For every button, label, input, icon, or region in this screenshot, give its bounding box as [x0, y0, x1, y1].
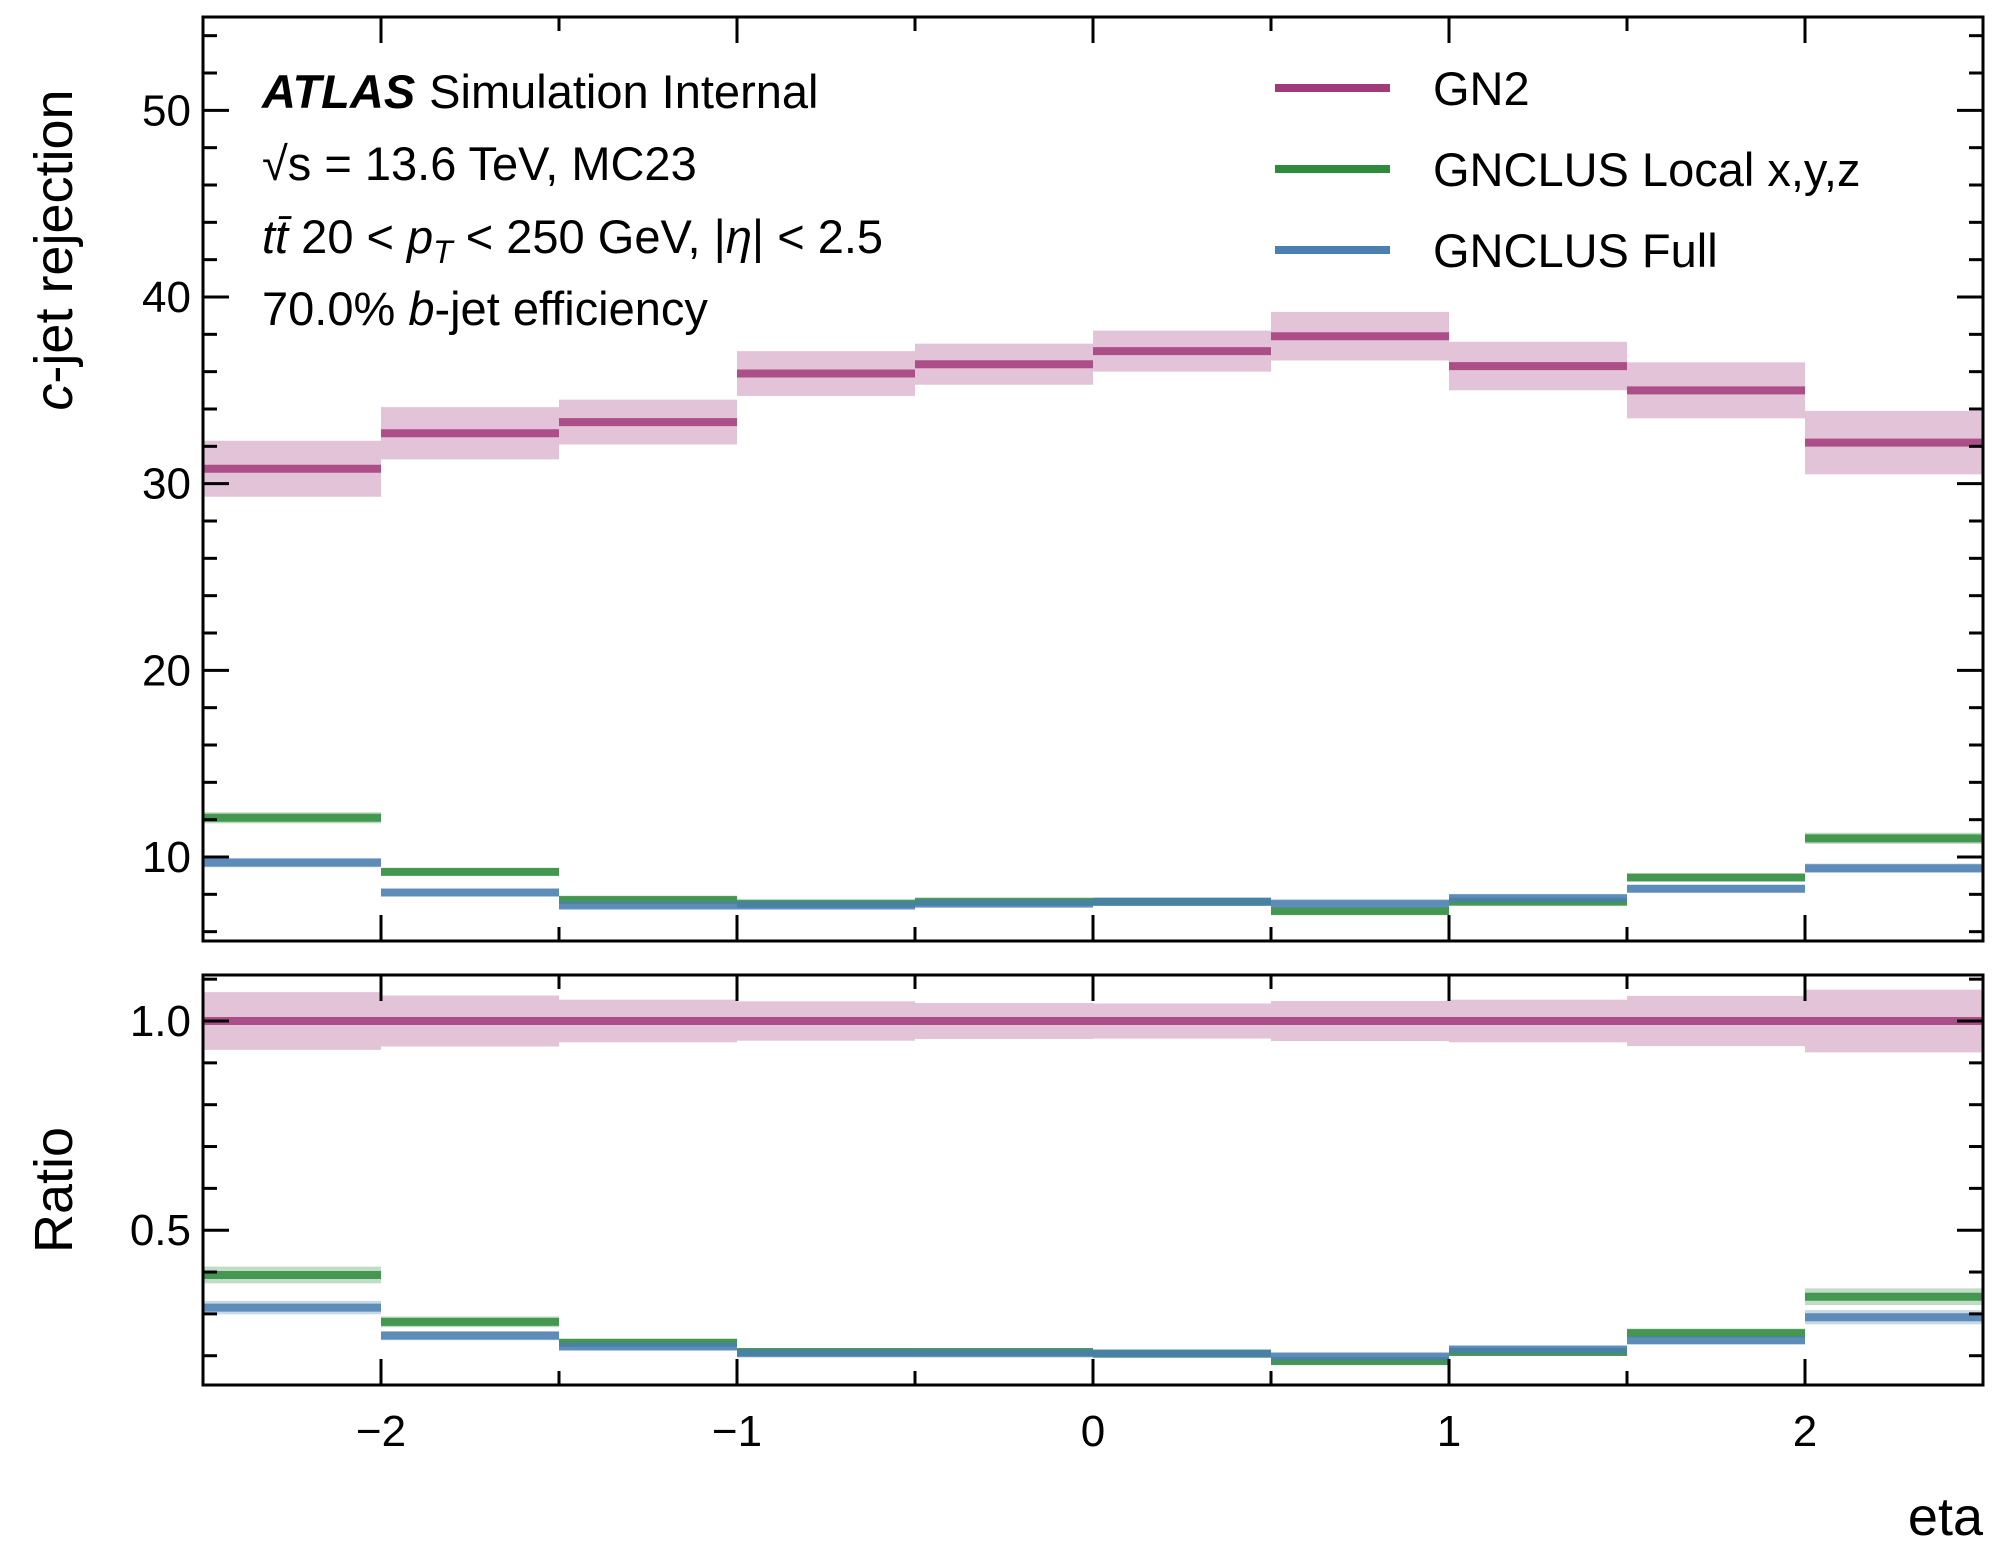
top-ytick-label: 20 — [142, 646, 191, 695]
legend-label: GNCLUS Full — [1433, 224, 1718, 277]
pt-range-a: 20 < — [288, 210, 407, 263]
top-plot-frame — [201, 15, 1985, 943]
b-jet-italic: b — [408, 282, 434, 335]
bottom-panel: 0.5 1.0 −2 −1 0 1 2 Ratio eta — [24, 973, 1985, 1547]
top-y-axis-label: c-jet rejection — [24, 89, 84, 410]
atlas-label: ATLAS — [261, 65, 415, 118]
top-y-axis-label-rest: -jet rejection — [24, 89, 84, 383]
sqrt-s: √s — [262, 137, 311, 190]
bottom-axis-ticks — [201, 975, 1985, 1385]
x-tick-label: 2 — [1793, 1407, 1817, 1456]
bottom-y-axis-label: Ratio — [24, 1127, 84, 1253]
top-y-tick-labels: 10 20 30 40 50 — [142, 86, 191, 882]
efficiency-rest: -jet efficiency — [434, 282, 708, 335]
efficiency-value: 70.0% — [262, 282, 408, 335]
x-axis-label: eta — [1908, 1487, 1984, 1547]
eta-symbol: η — [726, 210, 752, 263]
pt-range-b: < 250 GeV, | — [453, 210, 726, 263]
info-line-3: tt̄ 20 < pT < 250 GeV, |η| < 2.5 — [262, 210, 883, 270]
top-y-axis-label-italic: c — [24, 384, 84, 411]
ttbar-label: tt̄ — [262, 210, 292, 263]
pt-symbol: p — [405, 210, 433, 263]
top-ytick-label: 40 — [142, 273, 191, 322]
bottom-error-bands — [203, 989, 1983, 1365]
info-line-4: 70.0% b-jet efficiency — [262, 282, 708, 335]
top-error-bands — [203, 311, 1983, 914]
x-tick-labels: −2 −1 0 1 2 — [356, 1407, 1817, 1456]
legend: GN2 GNCLUS Local x,y,z GNCLUS Full — [1275, 62, 1860, 277]
x-tick-label: −2 — [356, 1407, 406, 1456]
x-tick-label: 0 — [1081, 1407, 1105, 1456]
top-ytick-label: 30 — [142, 460, 191, 509]
bottom-series-lines — [203, 1017, 1983, 1366]
bot-ytick-label: 1.0 — [130, 997, 191, 1046]
bottom-plot-frame — [201, 973, 1985, 1387]
legend-label: GN2 — [1433, 62, 1530, 115]
info-block: ATLAS Simulation Internal √s = 13.6 TeV, … — [261, 65, 883, 335]
pt-subscript: T — [433, 234, 455, 270]
top-ytick-label: 10 — [142, 833, 191, 882]
info-line-1: ATLAS Simulation Internal — [261, 65, 818, 118]
bot-ytick-label: 0.5 — [130, 1206, 191, 1255]
eta-range: | < 2.5 — [752, 210, 883, 263]
top-ytick-label: 50 — [142, 86, 191, 135]
info-line-2: √s = 13.6 TeV, MC23 — [262, 137, 697, 190]
top-panel: 10 20 30 40 50 c-jet rejection ATLAS Simulati… — [24, 15, 1985, 943]
energy-text: = 13.6 TeV, MC23 — [311, 137, 696, 190]
simulation-label: Simulation Internal — [429, 65, 818, 118]
bottom-y-tick-labels: 0.5 1.0 — [130, 997, 191, 1255]
top-series-lines — [203, 332, 1983, 916]
x-tick-label: 1 — [1437, 1407, 1461, 1456]
legend-label: GNCLUS Local x,y,z — [1433, 143, 1860, 196]
x-tick-label: −1 — [712, 1407, 762, 1456]
